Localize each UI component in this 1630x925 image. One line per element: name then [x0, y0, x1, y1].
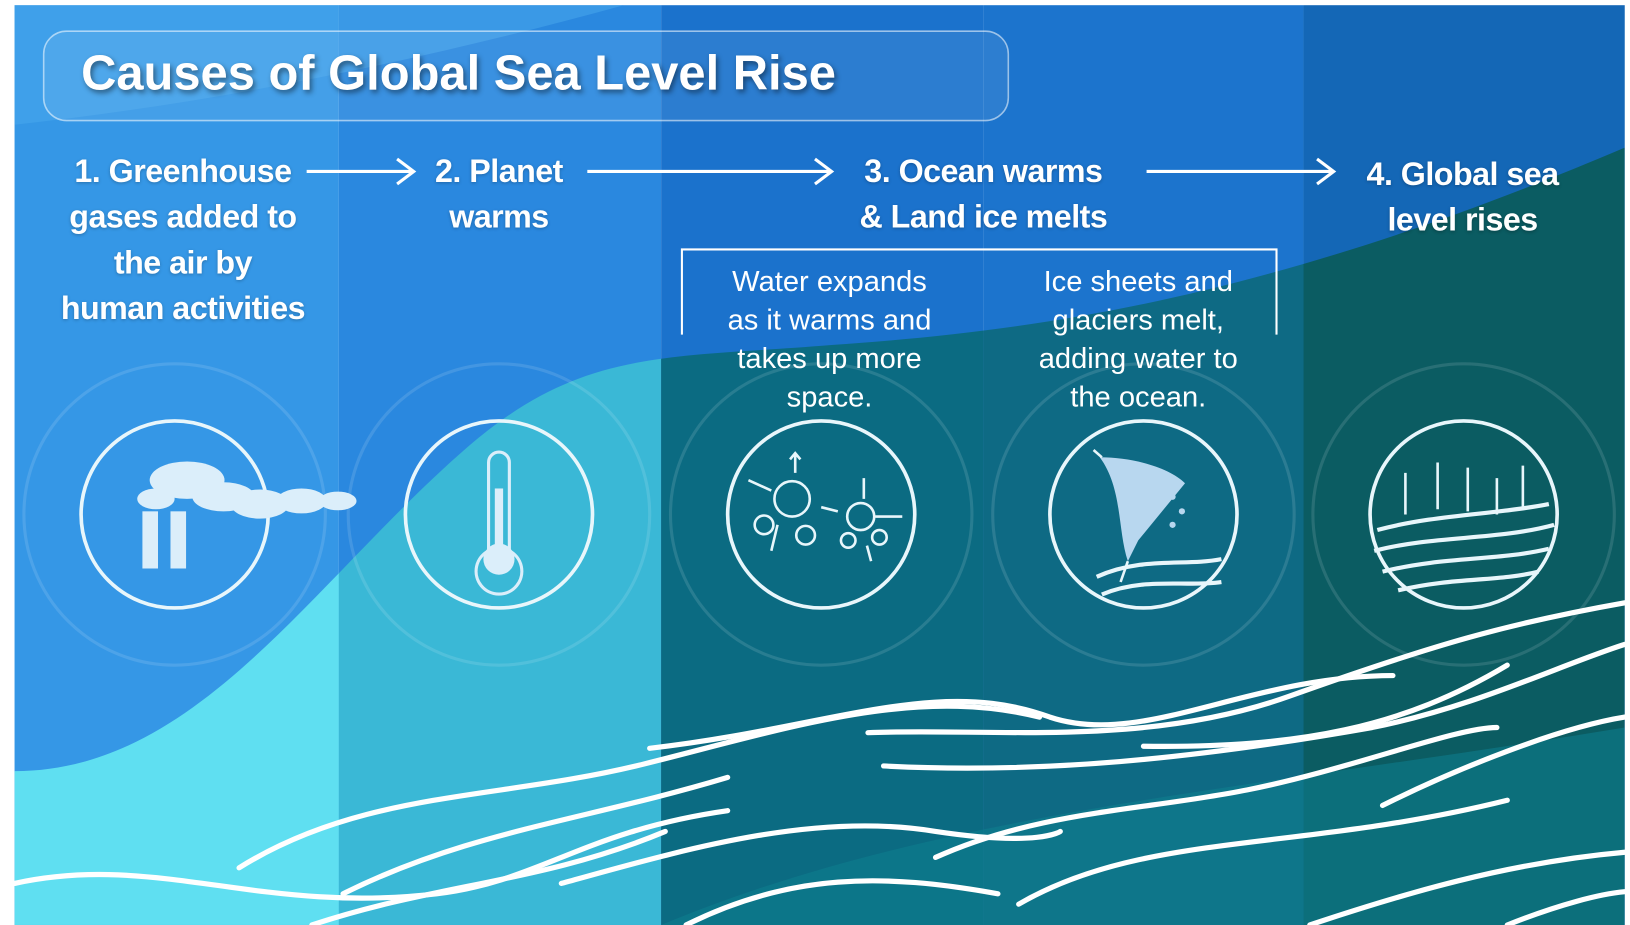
step-label: 1. Greenhouse gases added to the air by … [60, 152, 306, 327]
step-label: 4. Global sea level rises [1366, 155, 1560, 238]
title: Causes of Global Sea Level Rise [81, 44, 836, 100]
step-label: 3. Ocean warms & Land ice melts [859, 152, 1108, 235]
detail-text: Ice sheets and glaciers melt, adding wat… [1038, 265, 1238, 413]
detail-text: Water expands as it warms and takes up m… [727, 265, 932, 413]
step-label: 2. Planet warms [435, 152, 563, 235]
